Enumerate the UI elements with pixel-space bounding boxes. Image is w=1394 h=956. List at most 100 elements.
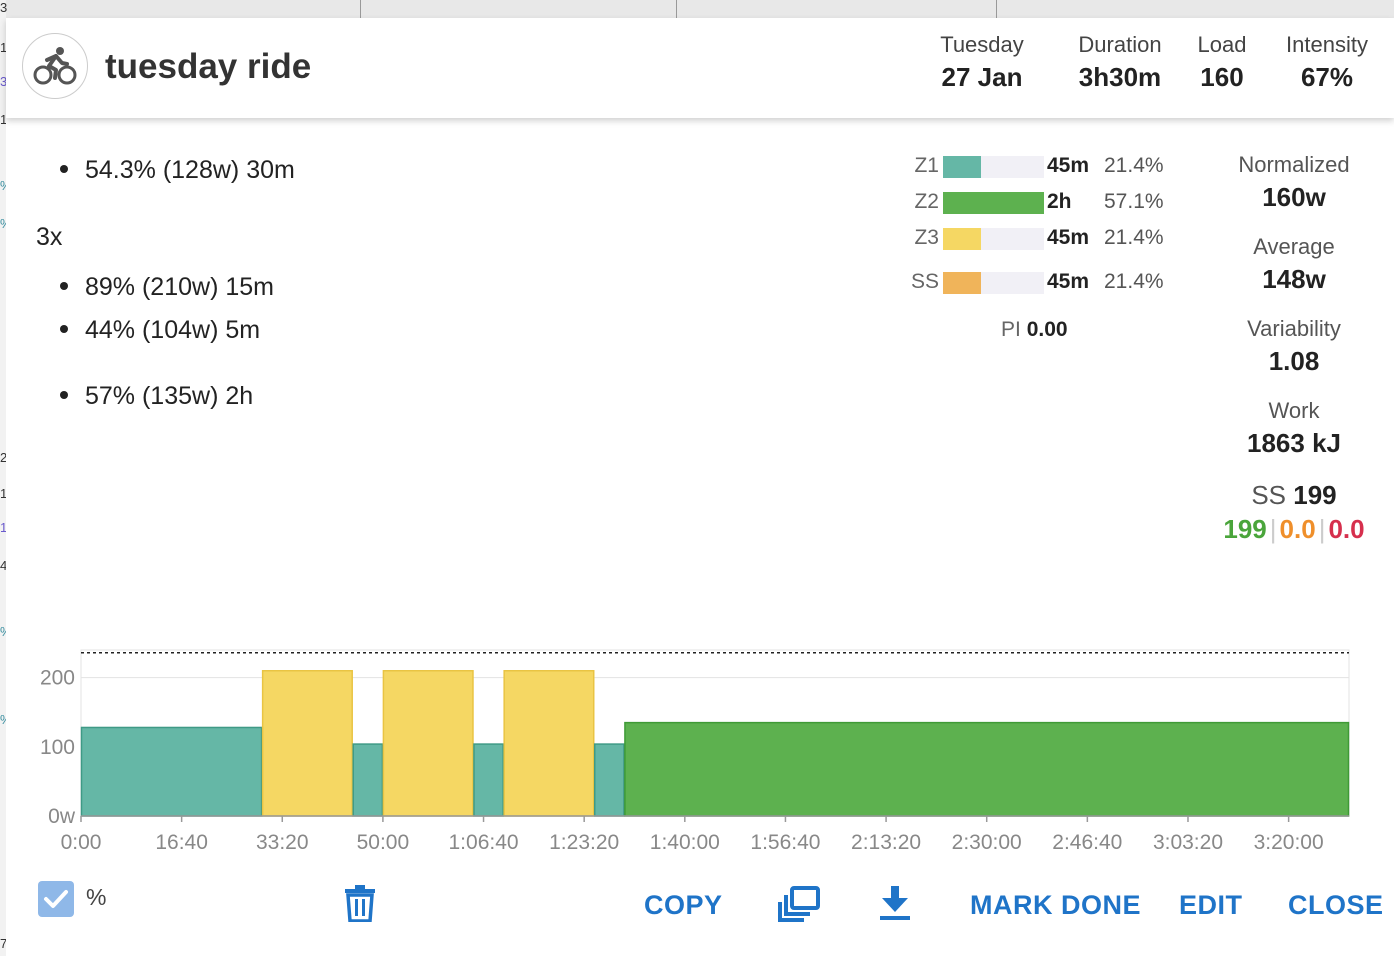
calendar-divider	[996, 0, 997, 18]
zone-label: SS	[910, 270, 939, 293]
ss-value: 199	[1293, 480, 1337, 510]
edge-text: 3	[0, 74, 8, 89]
zone-bar-track	[943, 228, 1044, 250]
x-tick-label: 2:13:20	[851, 831, 921, 854]
zone-percent: 21.4%	[1104, 154, 1164, 177]
x-tick-label: 1:23:20	[549, 831, 619, 854]
x-tick-label: 16:40	[155, 831, 208, 854]
x-tick-label: 33:20	[256, 831, 309, 854]
stat-value: 27 Jan	[941, 62, 1023, 92]
stat-value: 160	[1200, 62, 1244, 92]
download-button[interactable]	[878, 884, 912, 927]
x-tick-label: 50:00	[357, 831, 410, 854]
stat-label: Tuesday	[940, 32, 1024, 57]
separator: |	[1269, 514, 1277, 544]
zone-bar-track	[943, 192, 1044, 214]
stress-split: 199 | 0.0 | 0.0	[1206, 514, 1382, 545]
zone-bar-fill	[943, 228, 981, 250]
bullet	[60, 325, 68, 334]
power-segment	[261, 670, 353, 817]
y-tick-label: 100	[40, 736, 75, 759]
pi-label: PI	[1001, 318, 1021, 341]
stat-value: 160w	[1262, 182, 1326, 212]
step-text: 44% (104w) 5m	[85, 316, 261, 344]
zone-label: Z2	[914, 190, 939, 213]
x-tick-label: 3:03:20	[1153, 831, 1223, 854]
power-segment	[624, 721, 1350, 817]
stat-value: 148w	[1262, 264, 1326, 294]
normalized-stat: Normalized 160w	[1222, 152, 1366, 213]
cycling-icon	[22, 33, 88, 99]
workout-step: 44% (104w) 5m	[60, 316, 260, 345]
work-stat: Work 1863 kJ	[1222, 398, 1366, 459]
stat-load: Load 160	[1190, 32, 1254, 93]
x-tick-label: 2:30:00	[952, 831, 1022, 854]
workout-step: 57% (135w) 2h	[60, 382, 253, 411]
stat-duration: Duration 3h30m	[1068, 32, 1172, 93]
percent-label: %	[86, 884, 107, 910]
zone-label: Z3	[914, 226, 939, 249]
workout-dialog: tuesday ride Tuesday 27 Jan Duration 3h3…	[6, 18, 1394, 956]
pi-value: 0.00	[1026, 318, 1068, 341]
copy-button[interactable]: COPY	[644, 890, 723, 920]
bullet	[60, 282, 68, 291]
stat-value: 3h30m	[1078, 62, 1162, 92]
close-button[interactable]: CLOSE	[1288, 890, 1384, 920]
stat-date: Tuesday 27 Jan	[932, 32, 1032, 93]
power-segment	[503, 670, 595, 817]
zone-time: 2h	[1047, 190, 1072, 213]
download-icon	[880, 886, 910, 920]
stat-label: Variability	[1247, 316, 1341, 341]
bullet	[60, 165, 68, 174]
duplicate-button[interactable]	[778, 886, 820, 927]
stat-label: Normalized	[1238, 152, 1350, 177]
power-segment	[593, 743, 625, 817]
delete-button[interactable]	[344, 884, 376, 927]
stat-value: 1.08	[1268, 346, 1320, 376]
x-tick-label: 0:00	[61, 831, 102, 854]
split-value: 199	[1223, 514, 1267, 544]
edge-text: 2	[0, 450, 8, 465]
split-value: 0.0	[1279, 514, 1316, 544]
stat-label: Intensity	[1286, 32, 1368, 57]
duplicate-icon	[778, 886, 820, 922]
mark-done-button[interactable]: MARK DONE	[970, 890, 1141, 920]
zone-time: 45m	[1047, 226, 1090, 249]
pi-stat: PI 0.00	[1001, 318, 1068, 342]
step-text: 89% (210w) 15m	[85, 273, 274, 301]
zone-label: Z1	[914, 154, 939, 177]
power-segment	[80, 726, 263, 817]
stat-label: Work	[1268, 398, 1320, 423]
zone-bar-fill	[943, 192, 1044, 214]
edge-text: %	[0, 216, 12, 231]
zone-percent: 57.1%	[1104, 190, 1164, 213]
variability-stat: Variability 1.08	[1222, 316, 1366, 377]
x-tick-label: 1:40:00	[650, 831, 720, 854]
edge-text: 1	[0, 40, 8, 55]
calendar-divider	[360, 0, 361, 18]
edge-text: 1	[0, 486, 8, 501]
stress-score: SS 199	[1206, 480, 1382, 511]
trash-icon	[345, 885, 375, 923]
power-segment	[352, 743, 384, 817]
edit-button[interactable]: EDIT	[1179, 890, 1243, 920]
calendar-divider	[676, 0, 677, 18]
zone-bar-track	[943, 156, 1044, 178]
stat-intensity: Intensity 67%	[1276, 32, 1378, 93]
check-icon	[44, 890, 68, 908]
percent-checkbox[interactable]	[38, 881, 74, 917]
separator: |	[1318, 514, 1326, 544]
x-tick-label: 3:20:00	[1254, 831, 1324, 854]
dialog-header: tuesday ride Tuesday 27 Jan Duration 3h3…	[6, 18, 1394, 118]
zone-percent: 21.4%	[1104, 226, 1164, 249]
stat-label: Load	[1197, 32, 1247, 57]
x-tick-label: 2:46:40	[1052, 831, 1122, 854]
zone-time: 45m	[1047, 154, 1090, 177]
background-calendar-strip	[0, 0, 1394, 19]
power-chart: 0w 100 200 0:00 16:40 33:20 50:00 1:06:40 1:23:2…	[40, 649, 1350, 854]
repeat-label: 3x	[36, 223, 63, 251]
y-tick-label: 0w	[48, 805, 76, 828]
stat-value: 1863 kJ	[1247, 428, 1341, 458]
stat-label: Average	[1253, 234, 1335, 259]
zone-time: 45m	[1047, 270, 1090, 293]
